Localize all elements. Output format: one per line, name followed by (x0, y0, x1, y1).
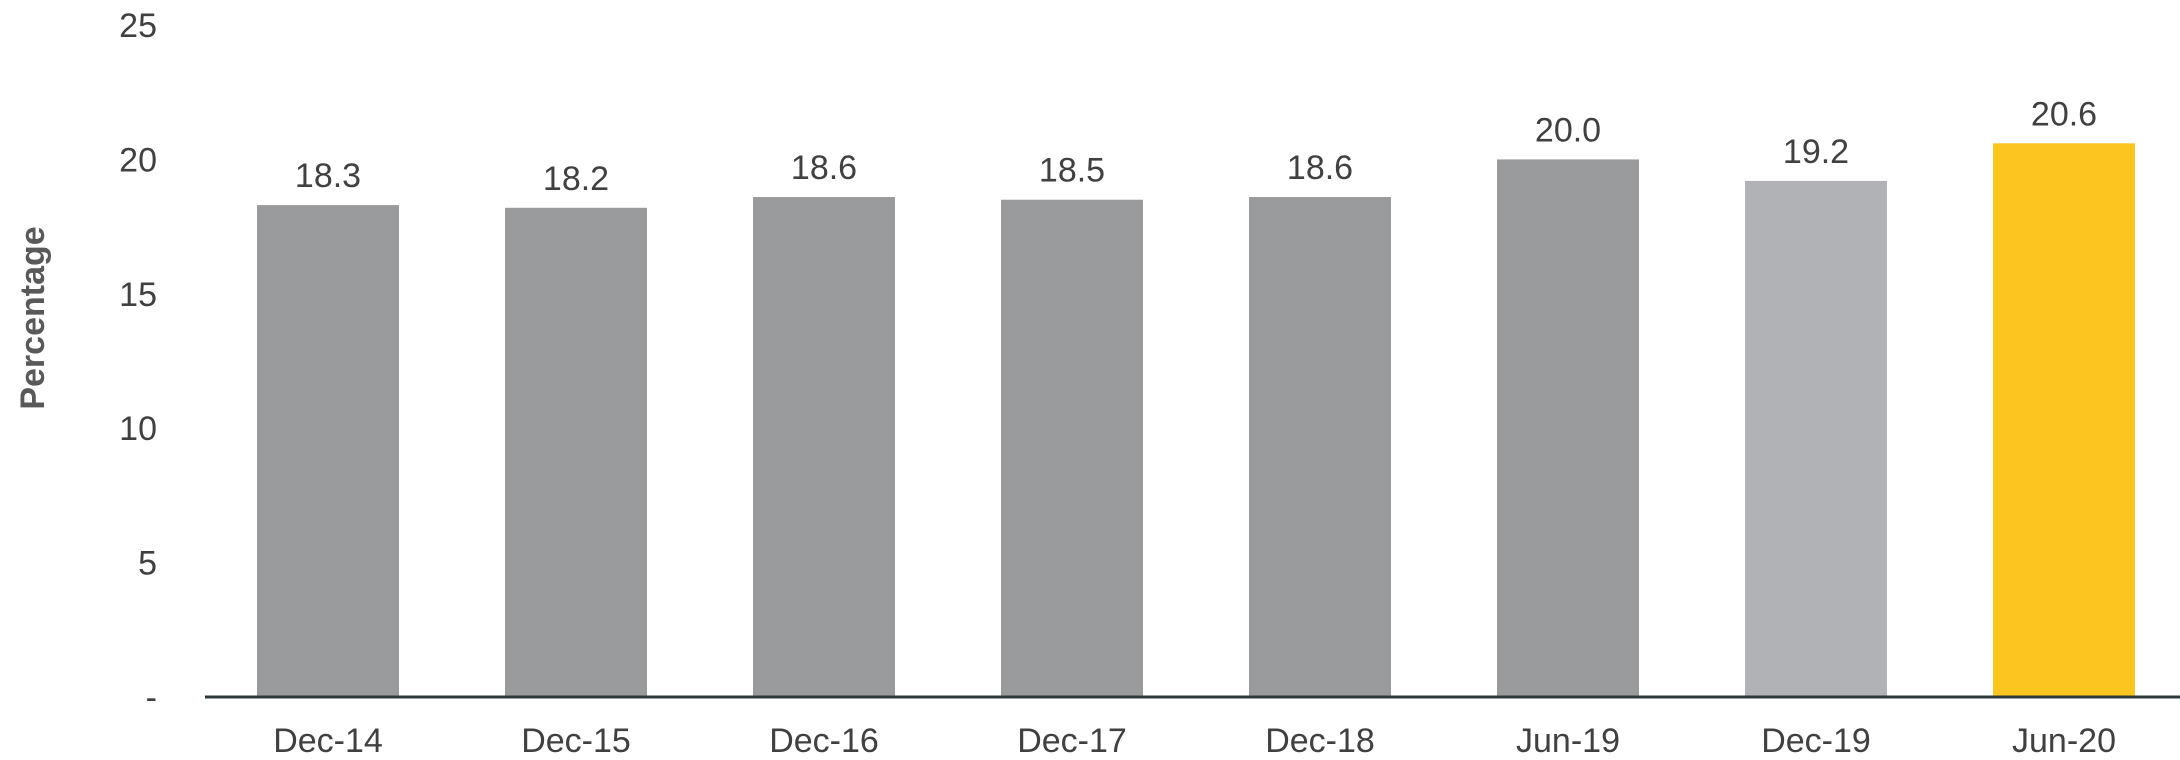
x-tick-label: Dec-18 (1265, 722, 1375, 760)
x-tick-label: Dec-16 (769, 722, 879, 760)
y-tick-label: 25 (119, 7, 157, 45)
bar-dec-17 (1001, 199, 1143, 697)
x-tick-label: Dec-19 (1761, 722, 1871, 760)
data-label: 18.6 (791, 149, 857, 187)
data-label: 19.2 (1783, 133, 1849, 171)
y-tick-label: 20 (119, 141, 157, 179)
data-labels-group: 18.3 18.2 18.6 18.5 18.6 20.0 19.2 20.6 (295, 95, 2097, 198)
x-tick-label: Dec-17 (1017, 722, 1127, 760)
y-tick-label: 5 (138, 545, 157, 583)
y-tick-label: 15 (119, 276, 157, 314)
bars-group (257, 143, 2135, 698)
y-axis-ticks: - 5 10 15 20 25 (119, 7, 157, 717)
data-label: 18.6 (1287, 149, 1353, 187)
data-label: 20.6 (2031, 95, 2097, 133)
bar-dec-16 (753, 197, 895, 698)
data-label: 18.2 (543, 160, 609, 198)
bar-dec-19 (1745, 180, 1887, 698)
data-label: 18.5 (1039, 152, 1105, 190)
data-label: 20.0 (1535, 111, 1601, 149)
y-tick-label: - (146, 679, 157, 717)
bar-jun-20 (1993, 143, 2135, 698)
x-tick-label: Dec-14 (273, 722, 383, 760)
data-label: 18.3 (295, 157, 361, 195)
x-tick-label: Dec-15 (521, 722, 631, 760)
x-tick-label: Jun-19 (1516, 722, 1620, 760)
y-axis-label: Percentage (14, 226, 52, 409)
y-tick-label: 10 (119, 410, 157, 448)
bar-dec-14 (257, 205, 399, 697)
bar-jun-19 (1497, 159, 1639, 697)
x-tick-label: Jun-20 (2012, 722, 2116, 760)
x-axis-ticks: Dec-14 Dec-15 Dec-16 Dec-17 Dec-18 Jun-19 Dec-… (273, 722, 2116, 760)
bar-dec-18 (1249, 197, 1391, 698)
bar-dec-15 (505, 207, 647, 697)
